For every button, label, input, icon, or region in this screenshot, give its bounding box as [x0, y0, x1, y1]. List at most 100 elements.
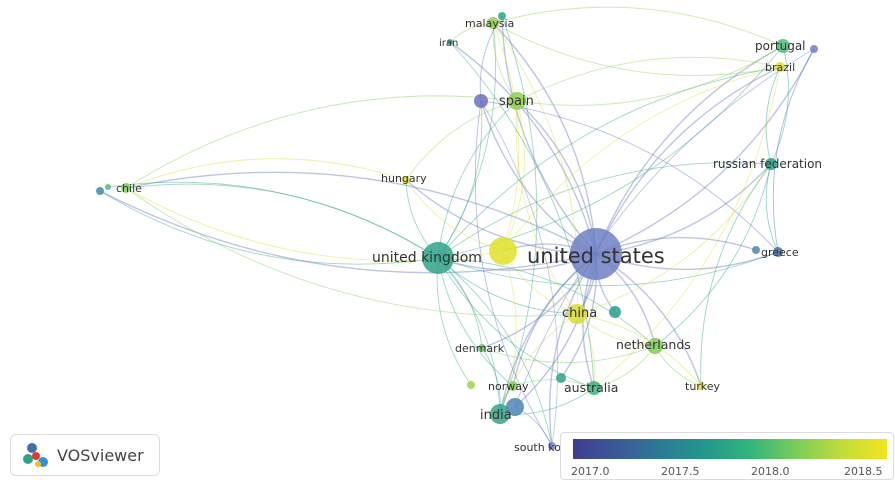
label-hungary[interactable]: hungary	[381, 172, 427, 185]
network-edge	[437, 251, 779, 287]
network-edge	[437, 100, 483, 259]
network-edge	[595, 163, 772, 255]
node-turkey[interactable]	[697, 382, 705, 390]
network-edge	[595, 48, 815, 255]
network-nodes	[96, 12, 818, 450]
label-netherlands[interactable]: netherlands	[616, 337, 691, 352]
label-malaysia[interactable]: malaysia	[465, 17, 514, 30]
network-edge	[499, 313, 578, 415]
node-greece-dot[interactable]	[752, 246, 760, 254]
network-edge	[449, 41, 595, 389]
node-iran[interactable]	[447, 39, 453, 45]
node-china-teal[interactable]	[609, 306, 621, 318]
node-australia[interactable]	[587, 381, 601, 395]
vosviewer-logo[interactable]: VOSviewer	[10, 434, 160, 476]
colorbar-tick: 2018.5	[844, 465, 883, 478]
label-chile[interactable]: chile	[116, 182, 142, 195]
network-edge	[765, 66, 781, 165]
network-edge	[449, 41, 597, 255]
label-turkey[interactable]: turkey	[685, 380, 721, 393]
node-united-states[interactable]	[570, 228, 622, 280]
label-china[interactable]: china	[562, 306, 597, 321]
network-edge	[499, 250, 517, 415]
colorbar-tick: 2017.0	[571, 465, 610, 478]
network-edge	[437, 257, 578, 315]
node-brazil[interactable]	[775, 62, 785, 72]
network-edge	[99, 190, 597, 274]
label-india[interactable]: india	[480, 408, 512, 423]
network-edge	[492, 6, 784, 47]
colorbar-tick: 2017.5	[661, 465, 700, 478]
network-edge	[514, 48, 815, 408]
network-edge	[437, 257, 514, 387]
network-edge	[512, 379, 595, 389]
node-russian-federation[interactable]	[765, 158, 777, 170]
label-norway[interactable]: norway	[488, 380, 529, 393]
color-scale-bar	[573, 439, 887, 459]
node-south-korea[interactable]	[548, 442, 556, 450]
node-hungary[interactable]	[402, 176, 410, 184]
label-denmark[interactable]: denmark	[455, 342, 505, 355]
network-edge	[437, 100, 518, 259]
node-spain[interactable]	[508, 92, 526, 110]
node-australia-teal[interactable]	[556, 373, 566, 383]
network-edge	[502, 100, 525, 252]
node-norway[interactable]	[508, 381, 518, 391]
network-edge	[437, 22, 497, 259]
label-spain[interactable]: spain	[499, 94, 534, 109]
label-brazil[interactable]: brazil	[765, 61, 795, 74]
node-netherlands[interactable]	[647, 338, 663, 354]
label-russian-federation[interactable]: russian federation	[713, 157, 822, 171]
node-india-blue[interactable]	[506, 398, 524, 416]
network-edge	[125, 171, 597, 255]
node-uk-yellow[interactable]	[489, 237, 517, 265]
network-edge	[99, 190, 439, 265]
label-united-states[interactable]: united states	[527, 244, 665, 268]
label-australia[interactable]: australia	[564, 380, 618, 395]
network-edge	[437, 257, 595, 389]
color-legend: 2017.0 2017.5 2018.0 2018.5	[560, 432, 894, 480]
label-iran[interactable]: iran	[439, 38, 458, 49]
node-chile-dot1[interactable]	[96, 187, 104, 195]
colorbar-tick: 2018.0	[751, 465, 790, 478]
network-edge	[474, 100, 553, 447]
network-edge	[492, 22, 579, 315]
network-edge	[765, 163, 779, 253]
network-edge	[516, 45, 784, 106]
node-united-kingdom[interactable]	[422, 242, 454, 274]
network-edge	[437, 66, 781, 259]
label-united-kingdom[interactable]: united kingdom	[372, 250, 482, 266]
network-edge	[492, 22, 520, 252]
network-edge	[437, 257, 501, 415]
network-edge	[405, 179, 597, 255]
network-edge	[480, 100, 779, 253]
node-portugal-dot[interactable]	[810, 45, 818, 53]
network-edge	[595, 66, 781, 255]
node-norway-dot[interactable]	[467, 381, 475, 389]
node-malaysia-dot[interactable]	[498, 12, 506, 20]
network-edge	[576, 163, 772, 315]
node-denmark[interactable]	[478, 344, 486, 352]
node-greece[interactable]	[773, 247, 783, 257]
node-china[interactable]	[567, 304, 587, 324]
network-edge	[576, 313, 596, 389]
node-chile-dot2[interactable]	[105, 184, 111, 190]
network-edge	[437, 257, 553, 447]
network-edge	[492, 22, 597, 255]
label-greece[interactable]: greece	[761, 246, 799, 259]
node-spain-blue[interactable]	[474, 94, 488, 108]
node-chile[interactable]	[121, 183, 131, 193]
network-edge	[125, 187, 578, 317]
network-edge	[405, 100, 518, 181]
label-portugal[interactable]: portugal	[755, 39, 806, 53]
node-portugal[interactable]	[776, 39, 790, 53]
node-malaysia[interactable]	[487, 17, 499, 29]
network-edge	[654, 163, 772, 347]
node-india[interactable]	[490, 404, 510, 424]
network-edge	[499, 15, 538, 415]
network-edge	[770, 45, 789, 165]
network-edge	[501, 15, 597, 255]
network-edge	[437, 257, 656, 347]
network-edge	[492, 22, 781, 76]
